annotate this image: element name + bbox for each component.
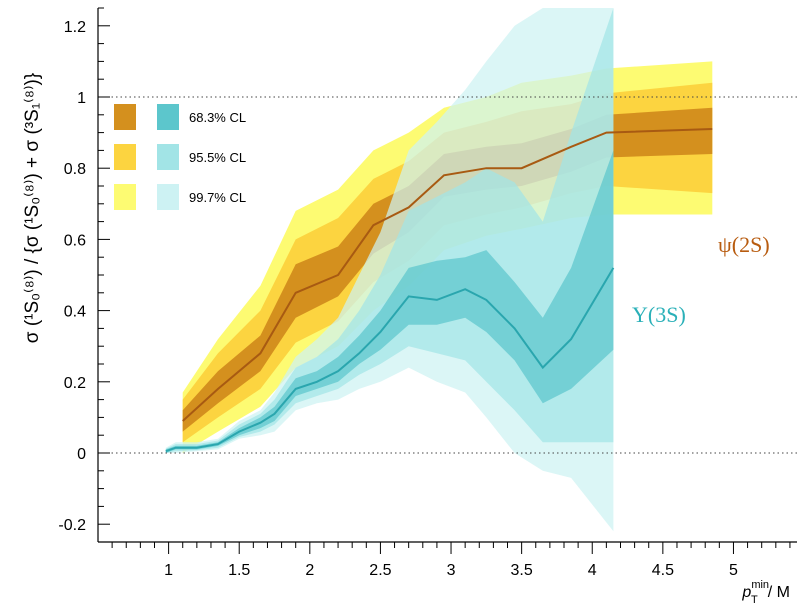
ups3s-band-cl683 [165,150,614,453]
legend-label: 68.3% CL [189,110,246,125]
legend-swatch-ups3s [157,184,179,210]
x-tick-label: 1.5 [228,562,250,579]
y-tick-label: 1 [77,90,86,107]
x-tick-label: 1 [164,562,173,579]
legend-swatch-psi2s [114,104,136,130]
legend-swatch-psi2s [114,184,136,210]
psi2s-central-line [182,128,713,422]
psi2s-label: ψ(2S) [718,232,770,257]
legend-swatch-ups3s [157,104,179,130]
y-tick-label: 0.4 [64,304,86,321]
y-axis-title: σ (¹S₀⁽⁸⁾) / {σ (¹S₀⁽⁸⁾) + σ (³S₁⁽⁸⁾)} [22,73,43,343]
y-tick-label: 0.8 [64,161,86,178]
x-tick-label: 3.5 [511,562,533,579]
legend-swatch-ups3s [157,144,179,170]
x-tick-label: 5 [729,562,738,579]
y-tick-label: -0.2 [58,517,86,534]
curve-labels: ψ(2S) Υ(3S) [632,232,770,327]
x-tick-label: 4 [588,562,597,579]
x-tick-label: 2.5 [369,562,391,579]
y-tick-label: 0.6 [64,232,86,249]
x-tick-label: 2 [305,562,314,579]
tick-labels: 1 1.5 2 2.5 3 3.5 4 4.5 5 -0.2 0 0.2 0.4 0.6 0.8 1 1.2 [58,19,738,579]
ups3s-label: Υ(3S) [632,302,686,327]
y-tick-label: 1.2 [64,19,86,36]
y-tick-label: 0 [77,446,86,463]
legend-label: 99.7% CL [189,190,246,205]
legend-swatch-psi2s [114,144,136,170]
y-tick-label: 0.2 [64,375,86,392]
central-curves [165,128,713,453]
confidence-bands [165,8,713,532]
legend: 68.3% CL 95.5% CL 99.7% CL [114,104,246,210]
x-axis-title: pmin T / M [741,579,790,606]
x-tick-label: 4.5 [652,562,674,579]
axis-ticks [98,7,791,554]
legend-label: 95.5% CL [189,150,246,165]
ups3s-central-line [165,267,615,453]
x-tick-label: 3 [447,562,456,579]
